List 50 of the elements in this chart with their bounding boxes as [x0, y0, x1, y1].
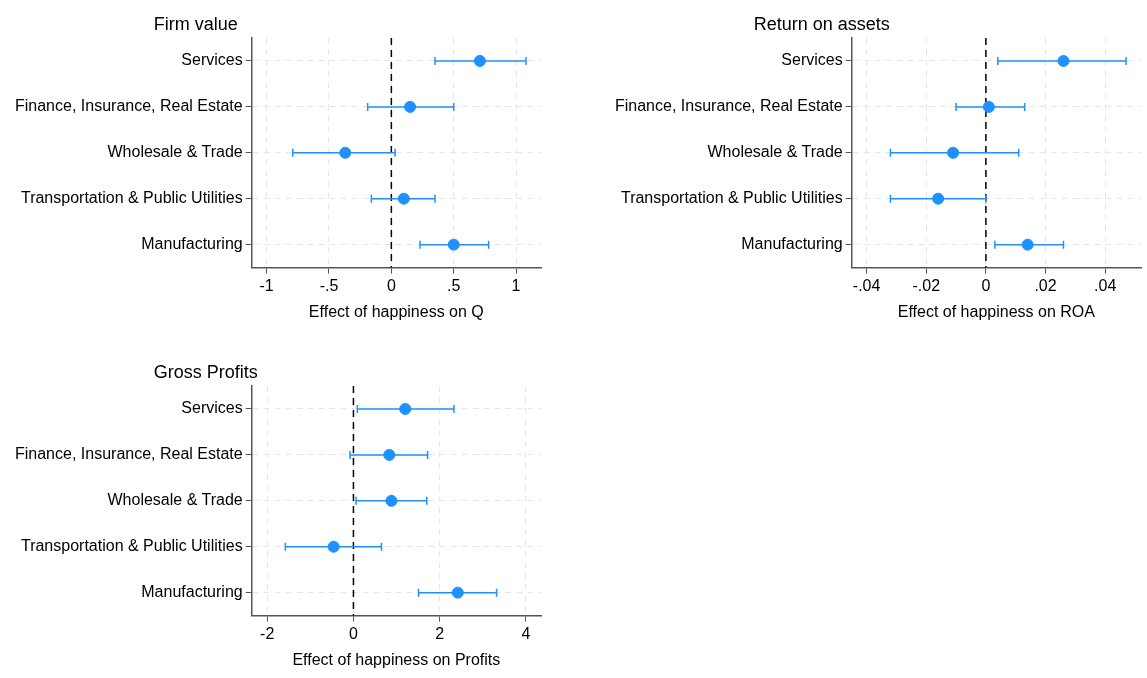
y-tick-label: Transportation & Public Utilities: [20, 189, 243, 207]
x-tick-label: -1: [259, 276, 274, 294]
point: [327, 540, 340, 553]
point: [339, 146, 352, 159]
y-tick-label: Wholesale & Trade: [107, 491, 243, 509]
y-tick-label: Manufacturing: [141, 235, 243, 253]
y-tick-label: Manufacturing: [141, 583, 243, 601]
point: [397, 192, 410, 205]
point: [399, 402, 412, 415]
y-tick-label: Services: [781, 51, 843, 69]
y-tick-label: Transportation & Public Utilities: [20, 537, 243, 555]
chart-title: Return on assets: [753, 13, 890, 34]
y-tick-label: Wholesale & Trade: [107, 143, 243, 161]
y-tick-label: Wholesale & Trade: [707, 143, 843, 161]
x-tick-label: -2: [260, 624, 275, 642]
x-tick-label: 2: [435, 624, 445, 642]
point: [982, 100, 995, 113]
point: [932, 192, 945, 205]
point: [1057, 54, 1070, 67]
x-tick-label: 0: [348, 624, 358, 642]
point: [473, 54, 486, 67]
x-tick-label: -.5: [319, 276, 339, 294]
x-tick-label: -.04: [852, 276, 881, 294]
x-axis-title: Effect of happiness on Profits: [292, 650, 501, 668]
point: [447, 238, 460, 251]
y-tick-label: Finance, Insurance, Real Estate: [614, 97, 843, 115]
x-tick-label: 0: [386, 276, 396, 294]
point: [383, 448, 396, 461]
point: [385, 494, 398, 507]
point: [451, 586, 464, 599]
y-tick-label: Services: [181, 51, 243, 69]
point: [1021, 238, 1034, 251]
x-tick-label: .04: [1094, 276, 1117, 294]
x-axis-title: Effect of happiness on Q: [308, 302, 484, 320]
y-tick-label: Transportation & Public Utilities: [620, 189, 843, 207]
point: [947, 146, 960, 159]
chart-title: Gross Profits: [153, 361, 258, 382]
x-tick-label: 4: [521, 624, 531, 642]
y-tick-label: Finance, Insurance, Real Estate: [14, 445, 243, 463]
x-axis-title: Effect of happiness on ROA: [897, 302, 1096, 320]
y-tick-label: Services: [181, 399, 243, 417]
y-tick-label: Finance, Insurance, Real Estate: [14, 97, 243, 115]
x-tick-label: 1: [511, 276, 521, 294]
x-tick-label: .02: [1034, 276, 1057, 294]
chart-title: Firm value: [153, 13, 238, 34]
x-tick-label: .5: [447, 276, 461, 294]
y-tick-label: Manufacturing: [741, 235, 843, 253]
x-tick-label: -.02: [912, 276, 941, 294]
point: [404, 100, 417, 113]
x-tick-label: 0: [981, 276, 991, 294]
